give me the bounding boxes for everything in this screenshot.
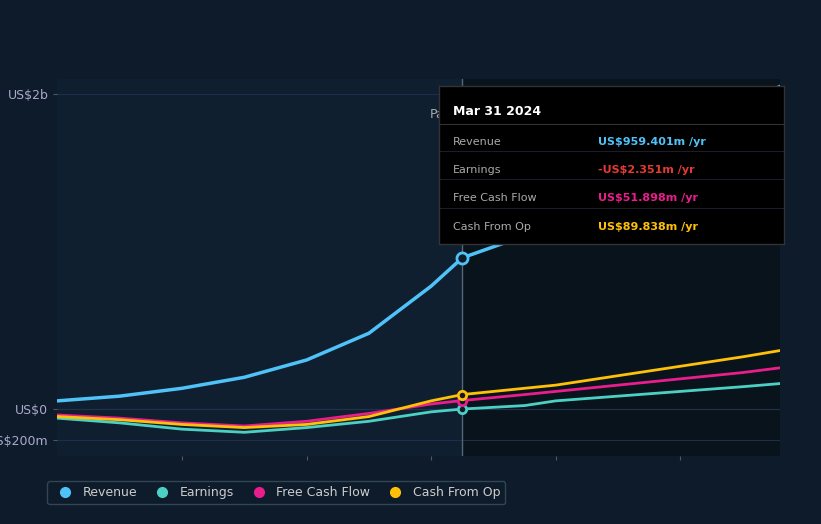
Text: US$959.401m /yr: US$959.401m /yr xyxy=(598,137,706,147)
Legend: Revenue, Earnings, Free Cash Flow, Cash From Op: Revenue, Earnings, Free Cash Flow, Cash … xyxy=(48,481,505,504)
Bar xyxy=(462,79,780,456)
Text: US$89.838m /yr: US$89.838m /yr xyxy=(598,222,698,232)
Text: -US$2.351m /yr: -US$2.351m /yr xyxy=(598,165,695,175)
Text: Free Cash Flow: Free Cash Flow xyxy=(453,193,537,203)
Text: Cash From Op: Cash From Op xyxy=(453,222,531,232)
Bar xyxy=(57,79,462,456)
Text: Earnings: Earnings xyxy=(453,165,502,175)
Text: US$51.898m /yr: US$51.898m /yr xyxy=(598,193,698,203)
Text: Past: Past xyxy=(430,108,456,122)
Text: Revenue: Revenue xyxy=(453,137,502,147)
Text: Mar 31 2024: Mar 31 2024 xyxy=(453,105,541,118)
Text: Analysts Forecasts: Analysts Forecasts xyxy=(469,108,585,122)
